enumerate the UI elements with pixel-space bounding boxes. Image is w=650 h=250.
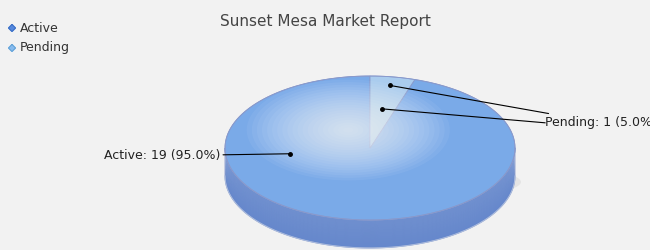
Ellipse shape xyxy=(227,162,521,202)
Ellipse shape xyxy=(328,120,369,140)
Ellipse shape xyxy=(338,125,358,135)
Ellipse shape xyxy=(292,102,404,158)
Ellipse shape xyxy=(323,118,374,142)
Polygon shape xyxy=(370,76,415,148)
Text: Pending: Pending xyxy=(20,42,70,54)
Polygon shape xyxy=(225,76,515,220)
Text: Pending: 1 (5.0%): Pending: 1 (5.0%) xyxy=(390,86,650,129)
Ellipse shape xyxy=(307,110,389,150)
Ellipse shape xyxy=(282,97,414,163)
Ellipse shape xyxy=(267,90,430,170)
Ellipse shape xyxy=(333,122,363,138)
Ellipse shape xyxy=(287,100,409,160)
Ellipse shape xyxy=(302,107,394,153)
Ellipse shape xyxy=(343,128,354,132)
Polygon shape xyxy=(8,24,16,32)
Polygon shape xyxy=(8,44,16,52)
Ellipse shape xyxy=(257,85,439,175)
Text: Active: Active xyxy=(20,22,58,35)
Ellipse shape xyxy=(313,112,384,148)
Ellipse shape xyxy=(247,80,450,180)
Text: Sunset Mesa Market Report: Sunset Mesa Market Report xyxy=(220,14,430,29)
Ellipse shape xyxy=(262,87,434,173)
Polygon shape xyxy=(225,148,515,248)
Ellipse shape xyxy=(272,92,424,168)
Ellipse shape xyxy=(277,95,419,165)
Text: Active: 19 (95.0%): Active: 19 (95.0%) xyxy=(104,149,291,162)
Ellipse shape xyxy=(252,82,445,178)
Ellipse shape xyxy=(318,115,379,145)
Ellipse shape xyxy=(298,105,399,155)
